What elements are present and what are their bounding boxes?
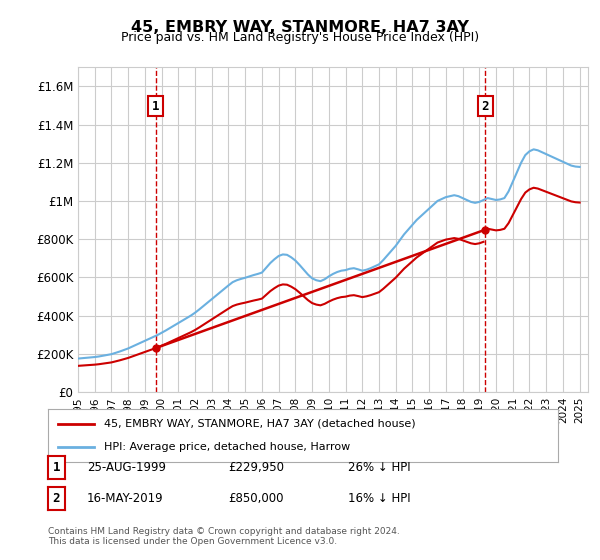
Text: 2: 2 <box>53 492 60 505</box>
Text: 26% ↓ HPI: 26% ↓ HPI <box>348 461 410 474</box>
Text: HPI: Average price, detached house, Harrow: HPI: Average price, detached house, Harr… <box>104 442 350 452</box>
Text: Contains HM Land Registry data © Crown copyright and database right 2024.
This d: Contains HM Land Registry data © Crown c… <box>48 526 400 546</box>
Text: 2: 2 <box>482 100 489 113</box>
Text: 1: 1 <box>152 100 160 113</box>
Text: £850,000: £850,000 <box>228 492 284 505</box>
Text: 45, EMBRY WAY, STANMORE, HA7 3AY (detached house): 45, EMBRY WAY, STANMORE, HA7 3AY (detach… <box>104 419 416 429</box>
Text: 16% ↓ HPI: 16% ↓ HPI <box>348 492 410 505</box>
Text: Price paid vs. HM Land Registry's House Price Index (HPI): Price paid vs. HM Land Registry's House … <box>121 31 479 44</box>
Text: £229,950: £229,950 <box>228 461 284 474</box>
Text: 16-MAY-2019: 16-MAY-2019 <box>87 492 164 505</box>
Text: 25-AUG-1999: 25-AUG-1999 <box>87 461 166 474</box>
Text: 1: 1 <box>53 461 60 474</box>
Text: 45, EMBRY WAY, STANMORE, HA7 3AY: 45, EMBRY WAY, STANMORE, HA7 3AY <box>131 20 469 35</box>
